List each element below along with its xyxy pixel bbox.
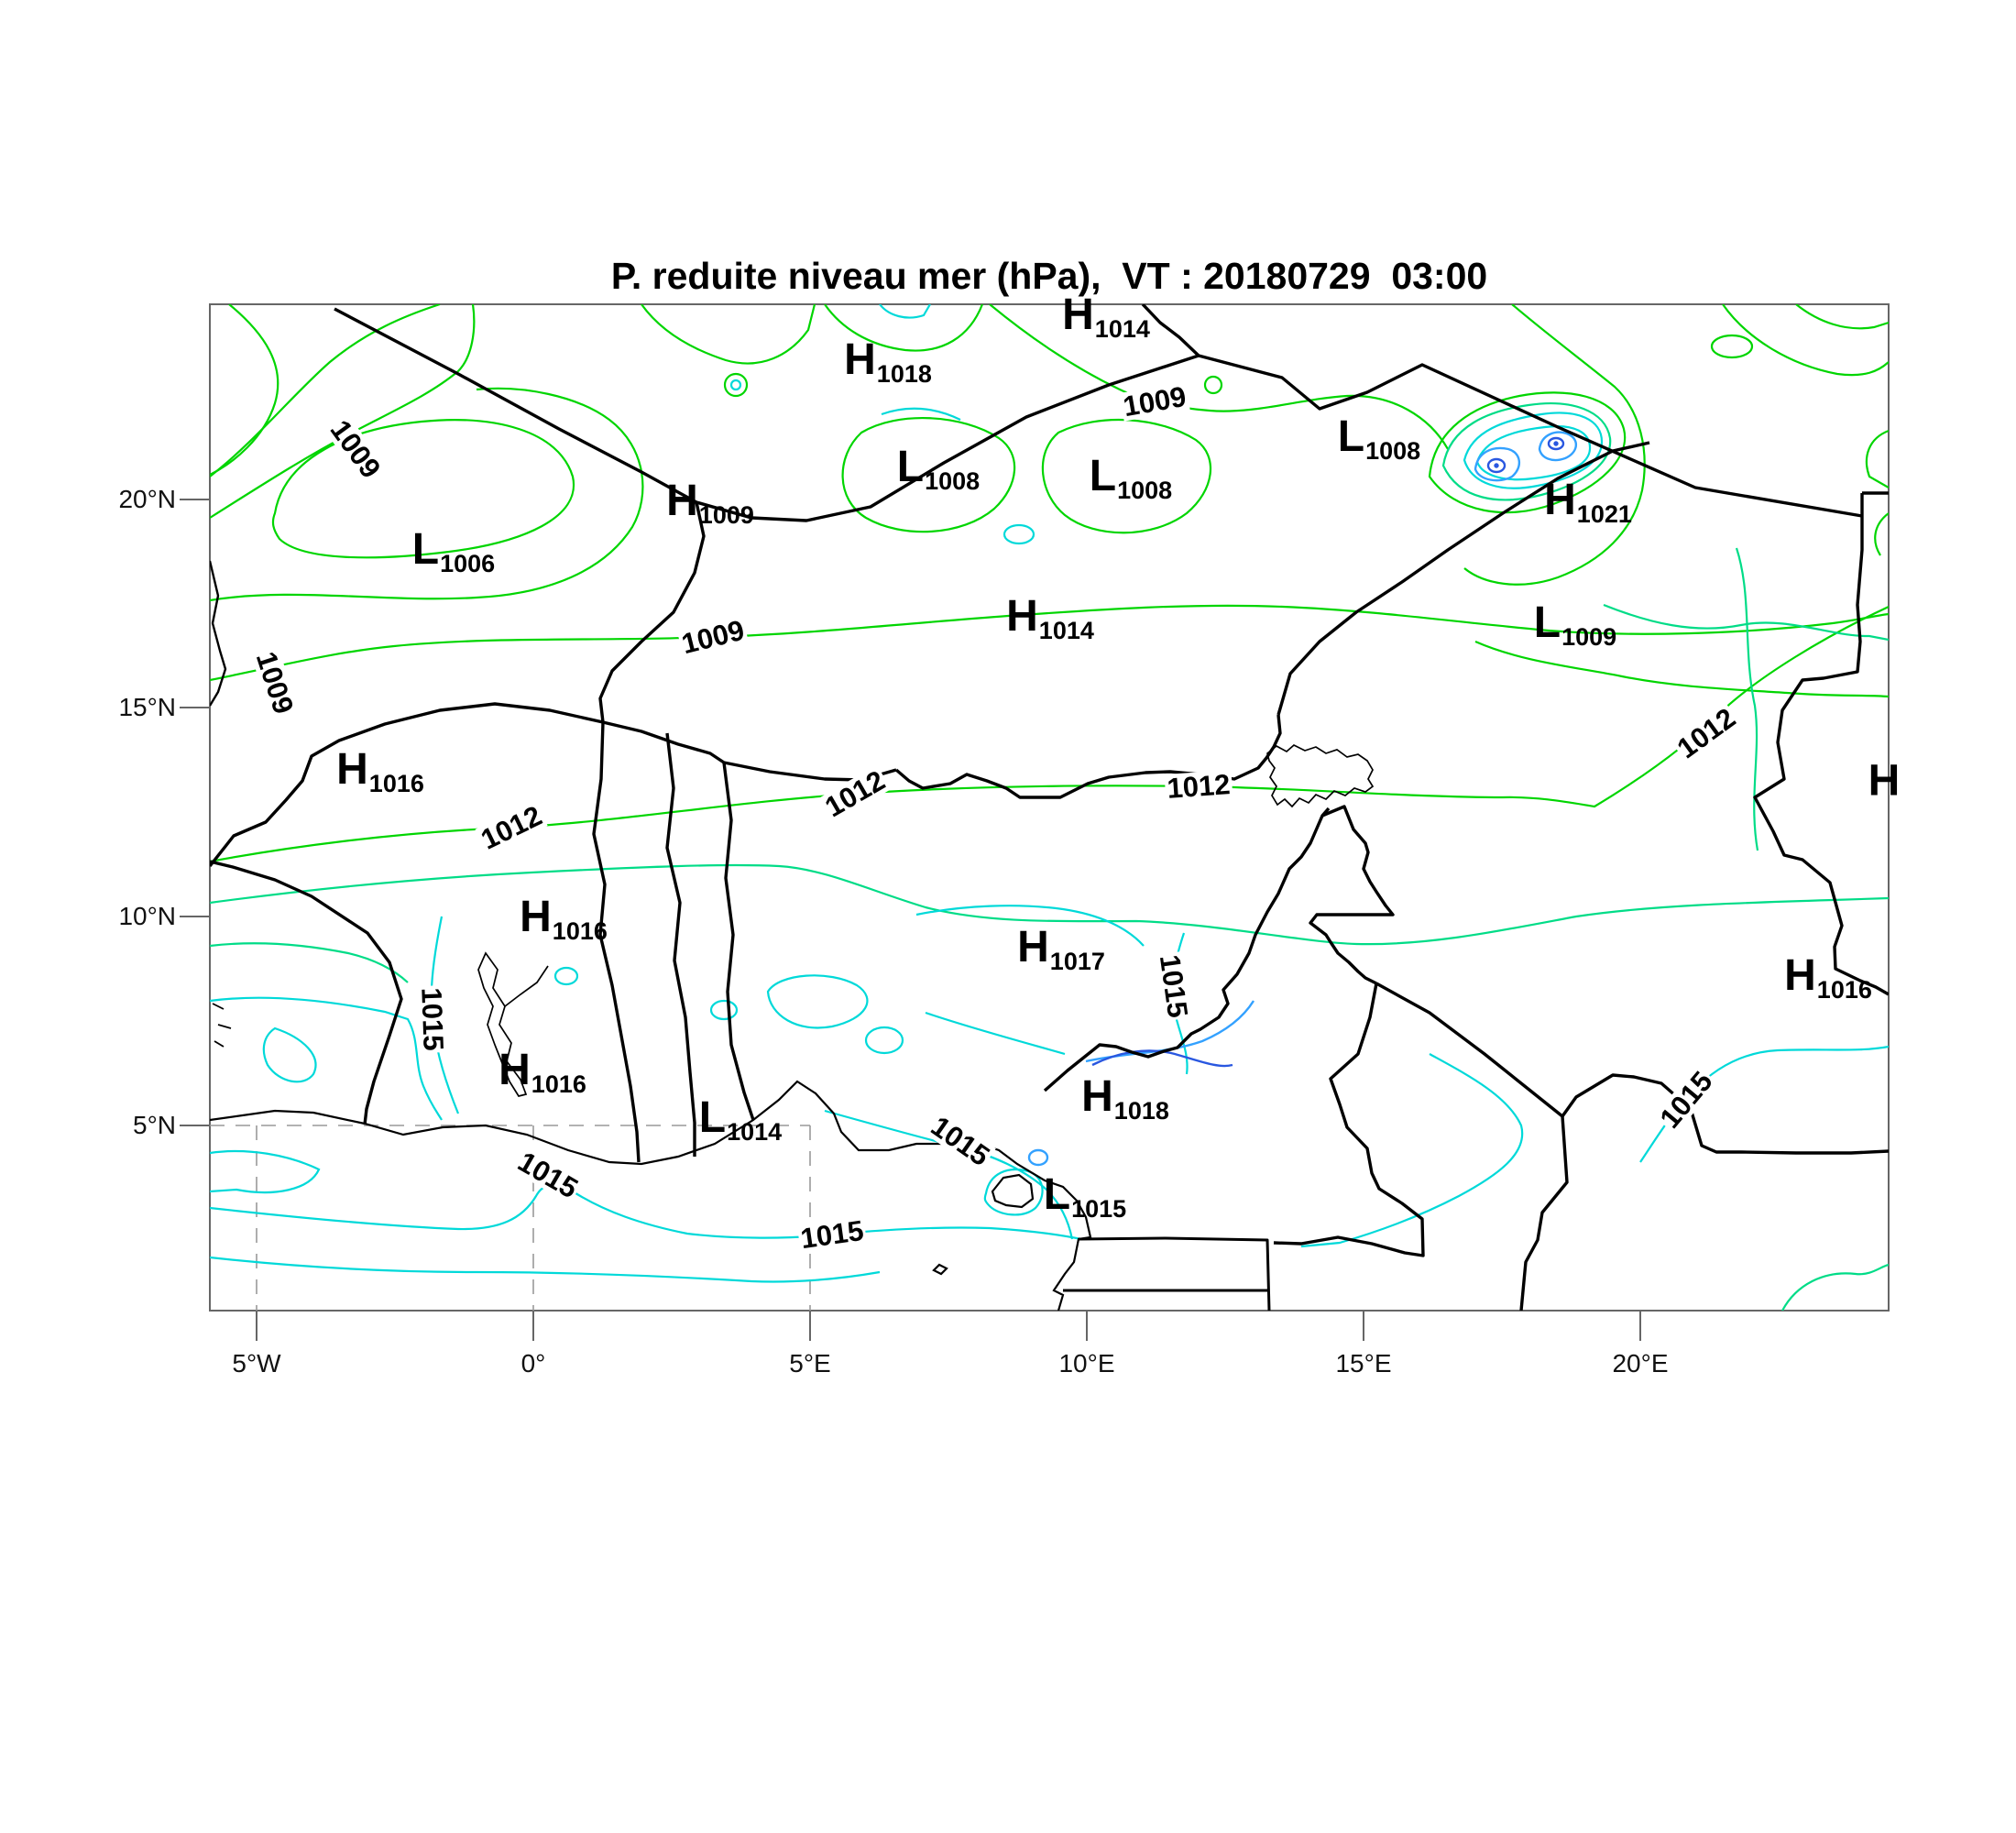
contour-lines-blue [1091,436,1565,1068]
x-axis-tick [809,1311,811,1341]
pressure-value: 1016 [531,1070,586,1098]
pressure-glyph: L [896,442,925,491]
pressure-glyph: H [499,1045,531,1094]
pressure-value: 1006 [440,549,496,577]
sao-tome-island [932,1263,948,1276]
pressure-center-H1016: H 1016 [336,744,424,797]
pressure-value: 1008 [1117,476,1173,504]
pressure-center-H1018: H 1018 [844,335,932,388]
map-frame [209,303,1890,1312]
pressure-glyph: H [844,335,876,384]
contour-lines-skyblue [1027,431,1577,1167]
pressure-center-H-partial: H [1868,756,1901,806]
x-axis-label: 5°W [232,1349,281,1377]
pressure-center-L1006: L 1006 [411,524,496,577]
pressure-value: 1018 [1113,1096,1169,1125]
pressure-value: 1016 [552,916,608,945]
contour-label-1012: 1012 [1164,768,1233,805]
lake-chad [1266,743,1375,808]
pressure-center-H1016: H 1016 [1784,950,1872,1004]
pressure-glyph: H [1006,591,1038,641]
x-axis-tick [256,1311,257,1341]
y-axis-label: 20°N [118,485,176,513]
y-axis-tick [180,916,210,917]
y-axis-tick [180,499,210,500]
pressure-center-L1008: L 1008 [897,445,980,494]
pressure-center-H1016: H 1016 [499,1048,586,1097]
pressure-glyph: H [520,892,552,941]
coastline [210,1003,1092,1311]
x-axis-tick [532,1311,534,1341]
pressure-center-H1014: H 1014 [1006,591,1094,644]
pressure-value: 1018 [876,359,932,388]
y-axis-label: 10°N [118,902,176,930]
pressure-value: 1008 [925,466,981,495]
pressure-glyph: H [1784,950,1816,1000]
y-axis-tick [180,707,210,708]
y-axis-label: 5°N [133,1111,176,1139]
pressure-center-L1009: L 1009 [1533,598,1617,651]
pressure-value: 1021 [1576,499,1632,528]
pressure-glyph: H [336,744,368,794]
pressure-glyph: L [1089,451,1117,500]
x-axis-tick [1086,1311,1088,1341]
pressure-center-H1017: H 1017 [1017,922,1105,975]
lakes [477,743,1375,1097]
x-axis-label: 10°E [1058,1349,1115,1377]
pressure-value: 1014 [1038,616,1094,644]
pressure-value: 1017 [1049,947,1105,975]
pressure-glyph: H [1081,1071,1113,1121]
pressure-value: 1009 [698,500,754,529]
pressure-value: 1016 [1816,975,1872,1004]
country-borders [210,304,1889,1311]
pressure-glyph: L [411,524,440,574]
pressure-value: 1009 [1561,622,1617,651]
lake-volta [477,951,549,1097]
bioko-island [991,1173,1035,1209]
pressure-glyph: L [1043,1169,1071,1219]
pressure-center-H1016: H 1016 [520,895,608,944]
x-axis-label: 5°E [789,1349,831,1377]
y-axis-tick [180,1125,210,1126]
pressure-center-H1014: H 1014 [1062,290,1150,343]
pressure-value: 1016 [368,769,424,797]
pressure-glyph: L [698,1092,727,1142]
contour-label-1015: 1015 [415,984,450,1054]
pressure-glyph: H [1868,756,1901,806]
pressure-value: 1014 [1094,314,1150,343]
pressure-center-L1015: L 1015 [1043,1169,1127,1223]
pressure-center-L1014: L 1014 [698,1092,783,1146]
pressure-glyph: H [1544,475,1576,524]
pressure-value: 1015 [1071,1194,1127,1223]
x-axis-tick [1363,1311,1364,1341]
pressure-center-L1008: L 1008 [1089,451,1173,504]
pressure-glyph: H [1062,290,1094,339]
contour-lines-cyan [210,304,1889,1283]
pressure-center-L1008: L 1008 [1337,412,1421,465]
pressure-center-H1018: H 1018 [1081,1071,1169,1125]
pressure-glyph: L [1337,412,1365,461]
x-axis-label: 15°E [1335,1349,1392,1377]
pressure-center-H1021: H 1021 [1544,475,1632,528]
pressure-center-H1009: H 1009 [666,476,754,529]
pressure-glyph: H [666,476,698,525]
pressure-glyph: H [1017,922,1049,971]
contour-lines-springgreen [210,402,1889,1311]
x-axis-tick [1639,1311,1641,1341]
x-axis-label: 20°E [1612,1349,1669,1377]
chart-title: P. reduite niveau mer (hPa), VT : 201807… [610,255,1488,297]
pressure-value: 1014 [727,1117,783,1146]
contour-lines-green [210,304,1889,863]
x-axis-label: 0° [520,1349,546,1377]
pressure-value: 1008 [1365,436,1421,465]
pressure-glyph: L [1533,598,1561,647]
y-axis-label: 15°N [118,693,176,721]
